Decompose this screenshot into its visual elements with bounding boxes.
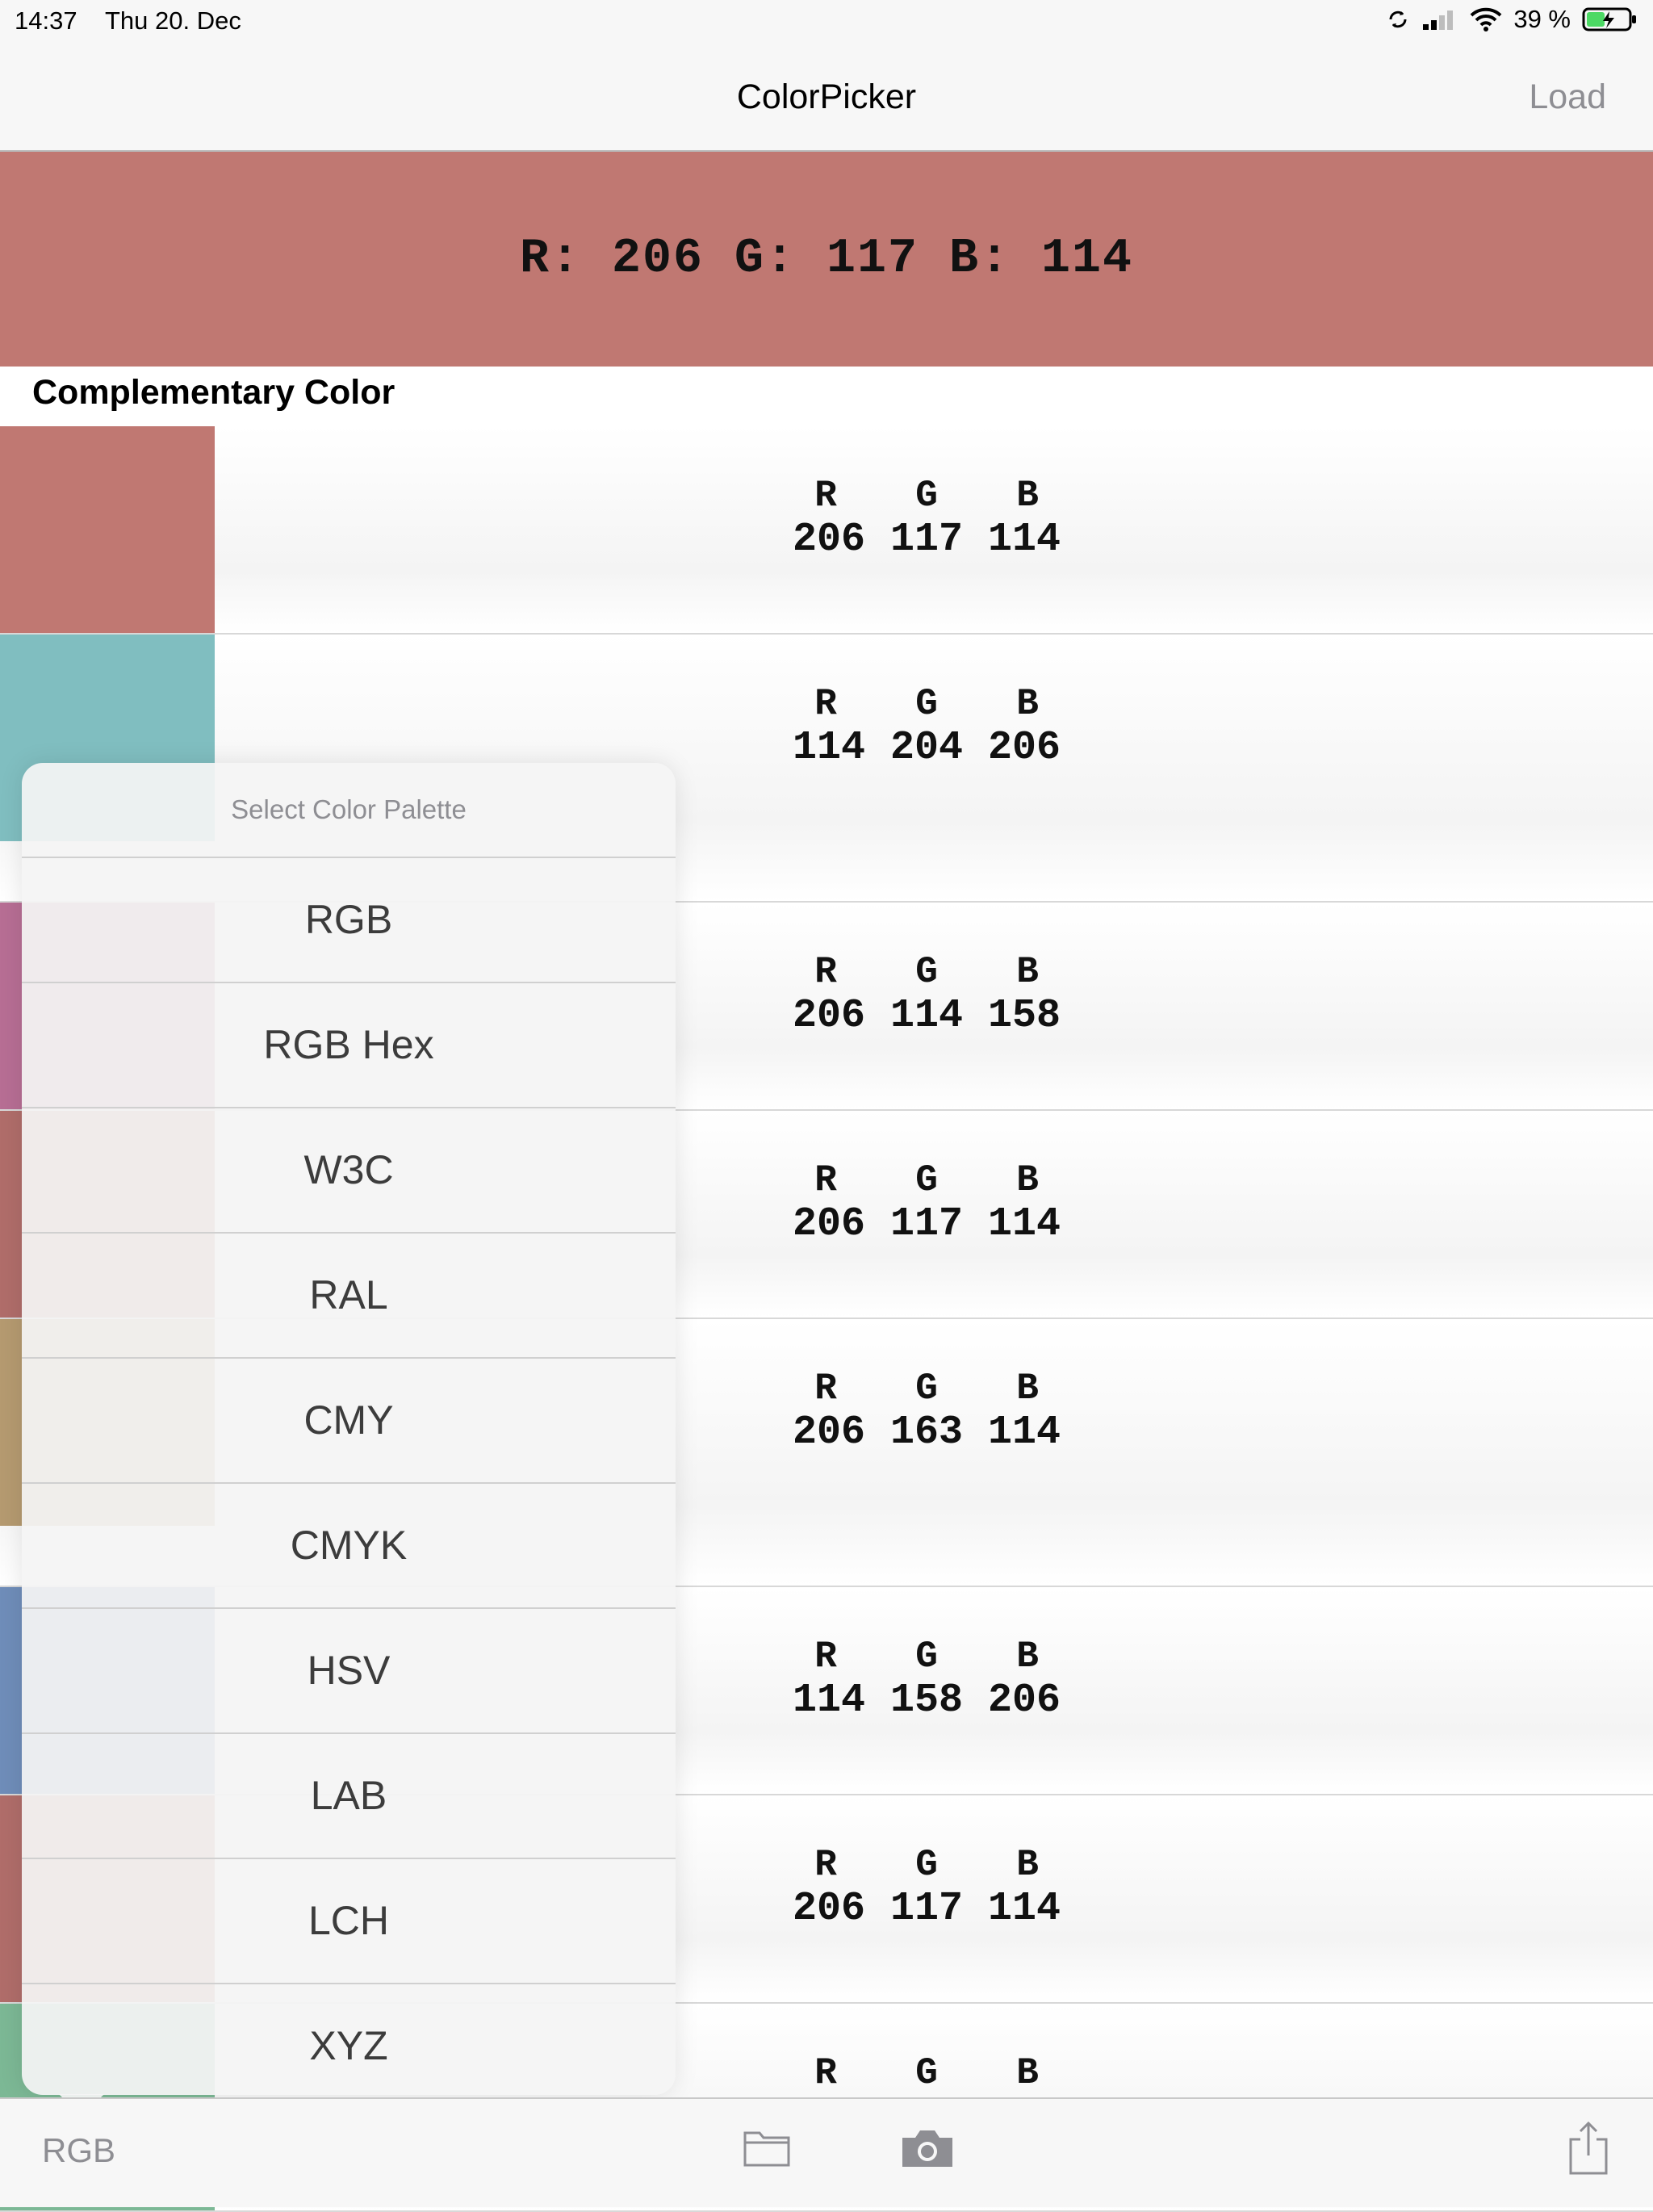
palette-option-w3c[interactable]: W3C: [22, 1108, 676, 1234]
r-label: R: [814, 1159, 837, 1201]
status-date: Thu 20. Dec: [105, 6, 241, 35]
palette-option-cmy[interactable]: CMY: [22, 1359, 676, 1484]
b-value: 114: [987, 1201, 1061, 1247]
r-value: 114: [792, 725, 865, 771]
r-value: 206: [792, 517, 865, 563]
color-row[interactable]: R G B 206 117 114: [0, 426, 1653, 635]
g-value: 114: [889, 993, 963, 1039]
palette-option-lch[interactable]: LCH: [22, 1859, 676, 1984]
palette-popover: Select Color Palette RGB RGB Hex W3C RAL…: [22, 763, 676, 2095]
section-header: Complementary Color: [32, 373, 395, 412]
sync-icon: [1389, 10, 1407, 28]
cellular-signal-icon: [1423, 10, 1454, 30]
r-value: 114: [792, 1678, 865, 1724]
b-label: B: [1016, 2052, 1039, 2094]
rgb-values: R G B 114 158 206: [781, 1636, 1072, 1724]
wifi-icon: [1470, 7, 1502, 31]
b-label: B: [1016, 475, 1039, 517]
camera-icon[interactable]: [899, 2126, 956, 2174]
palette-option-xyz[interactable]: XYZ: [309, 2023, 388, 2068]
r-value: 206: [792, 1410, 865, 1456]
palette-option-lab[interactable]: LAB: [22, 1734, 676, 1859]
rgb-values: R G B 206 117 114: [781, 1844, 1072, 1932]
rgb-values: R G B 114 204 206: [781, 683, 1072, 771]
load-button[interactable]: Load: [1529, 78, 1606, 116]
r-label: R: [814, 951, 837, 993]
palette-option-cmyk[interactable]: CMYK: [22, 1484, 676, 1609]
g-label: G: [915, 683, 938, 725]
g-value: 163: [889, 1410, 963, 1456]
r-value: 206: [792, 1201, 865, 1247]
battery-percentage: 39 %: [1513, 5, 1571, 33]
rgb-values: R G B 206 117 114: [781, 475, 1072, 563]
rgb-values: R G B 206 114 158: [781, 951, 1072, 1039]
b-value: 206: [987, 1678, 1061, 1724]
g-value: 204: [889, 725, 963, 771]
g-value: 117: [889, 1886, 963, 1932]
g-label: G: [915, 1636, 938, 1678]
rgb-values: R G B 206 163 114: [781, 1368, 1072, 1456]
g-value: 158: [889, 1678, 963, 1724]
r-value: 206: [792, 993, 865, 1039]
r-label: R: [814, 475, 837, 517]
g-label: G: [915, 475, 938, 517]
r-value: 206: [792, 1886, 865, 1932]
palette-button[interactable]: RGB: [42, 2131, 116, 2169]
rgb-values: R G B 206 117 114: [781, 1159, 1072, 1247]
r-label: R: [814, 1636, 837, 1678]
b-value: 158: [987, 993, 1061, 1039]
b-label: B: [1016, 1368, 1039, 1410]
b-value: 114: [987, 1886, 1061, 1932]
folder-icon[interactable]: [743, 2126, 791, 2172]
b-label: B: [1016, 1159, 1039, 1201]
b-value: 114: [987, 1410, 1061, 1456]
status-bar: 14:37 Thu 20. Dec 39 %: [0, 0, 1653, 42]
r-label: R: [814, 1368, 837, 1410]
page-title: ColorPicker: [736, 78, 917, 116]
selected-color-banner: R: 206 G: 117 B: 114: [0, 152, 1653, 367]
g-label: G: [915, 2052, 938, 2094]
status-indicators: 39 %: [1386, 5, 1638, 34]
battery-charging-icon: [1582, 7, 1636, 31]
g-label: G: [915, 1368, 938, 1410]
palette-option-rgb[interactable]: RGB: [22, 858, 676, 983]
b-value: 206: [987, 725, 1061, 771]
status-time: 14:37: [15, 6, 77, 35]
b-label: B: [1016, 683, 1039, 725]
g-value: 117: [889, 517, 963, 563]
palette-option-ral[interactable]: RAL: [22, 1234, 676, 1359]
b-label: B: [1016, 1844, 1039, 1886]
r-label: R: [814, 683, 837, 725]
g-label: G: [915, 1159, 938, 1201]
b-label: B: [1016, 951, 1039, 993]
palette-option-hsv[interactable]: HSV: [22, 1609, 676, 1734]
palette-option-rgb-hex[interactable]: RGB Hex: [22, 983, 676, 1108]
navigation-bar: ColorPicker Load: [0, 42, 1653, 152]
r-label: R: [814, 2052, 837, 2094]
color-swatch: [0, 426, 215, 633]
popover-title: Select Color Palette: [22, 763, 676, 858]
b-value: 114: [987, 517, 1061, 563]
bottom-toolbar: RGB: [0, 2097, 1653, 2207]
g-label: G: [915, 1844, 938, 1886]
b-label: B: [1016, 1636, 1039, 1678]
g-label: G: [915, 951, 938, 993]
g-value: 117: [889, 1201, 963, 1247]
r-label: R: [814, 1844, 837, 1886]
share-icon[interactable]: [1566, 2120, 1611, 2181]
